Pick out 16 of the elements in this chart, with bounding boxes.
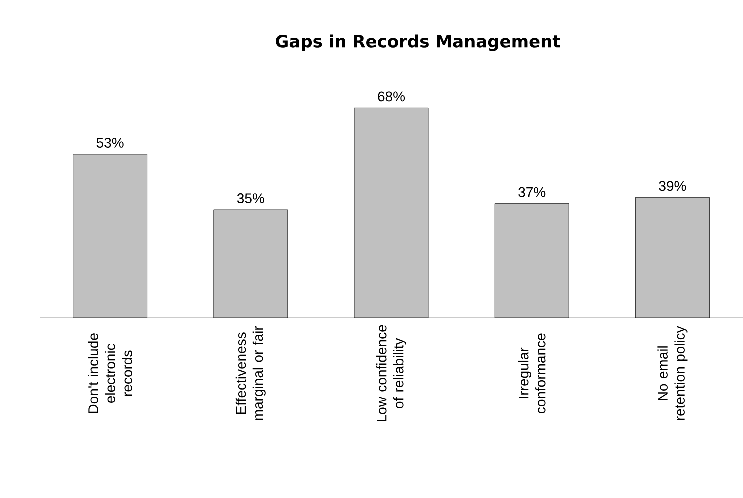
data-label: 68% [378,92,406,102]
bar [354,108,429,318]
x-tick-label: Don't include electronic records [88,334,132,414]
data-label: 37% [518,187,546,198]
x-tick-label: Effectiveness marginal or fair [236,326,266,420]
bar [73,154,148,318]
data-label: 53% [96,138,124,148]
bar [494,204,570,318]
bar [636,197,710,318]
chart-title: Gaps in Records Management [276,34,560,52]
x-tick-label: Low confidence of reliability [376,325,407,422]
data-label: 35% [237,194,264,204]
bar [214,210,288,318]
data-label: 39% [659,181,686,192]
x-tick-label: No email retention policy [658,326,688,420]
x-tick-label: Irregular conformance [518,334,546,414]
